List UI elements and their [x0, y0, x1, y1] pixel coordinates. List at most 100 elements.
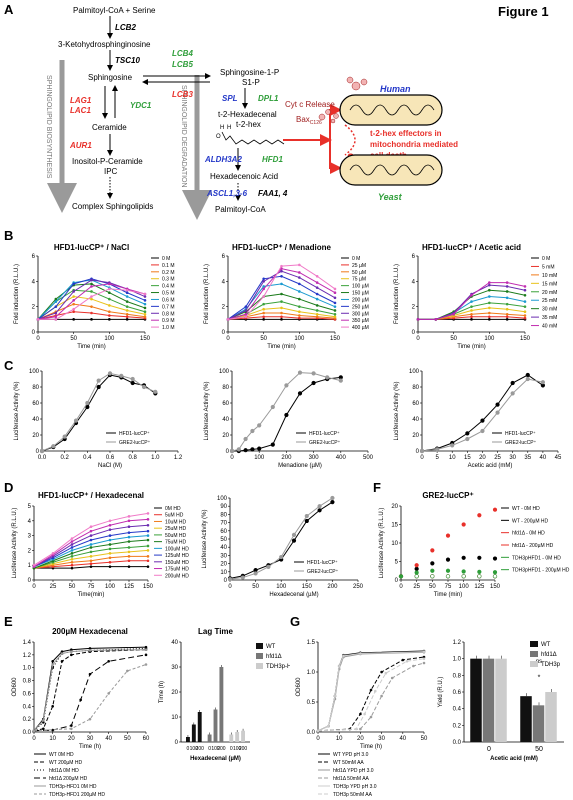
- data-point: [253, 571, 258, 576]
- bar: [191, 724, 196, 742]
- data-point: [311, 380, 316, 386]
- data-point: [85, 404, 90, 410]
- chart-title: 200µM Hexadecenal: [52, 627, 128, 636]
- y-tick-label: 1: [28, 563, 32, 569]
- x-tick-label: 1.0: [151, 455, 160, 461]
- legend-label: 0M HD: [165, 506, 181, 512]
- data-point: [108, 534, 112, 537]
- bar: [241, 730, 245, 742]
- y-tick-label: 1.4: [23, 640, 32, 646]
- data-point: [297, 370, 303, 375]
- data-point: [470, 318, 473, 321]
- data-point: [72, 307, 75, 311]
- enzyme-lac1: LAC1: [70, 106, 91, 115]
- data-point: [523, 316, 527, 320]
- data-point: [90, 305, 93, 308]
- cytc-dot-2: [360, 78, 368, 86]
- data-point: [226, 318, 230, 321]
- data-point: [505, 302, 509, 306]
- data-point: [127, 519, 131, 523]
- data-point: [153, 389, 158, 394]
- y-tick-label: 20: [391, 504, 398, 510]
- legend-label: 50uM HD: [165, 533, 187, 539]
- data-point: [96, 384, 101, 390]
- x-tick-label: 40: [105, 736, 112, 742]
- bar: [520, 696, 532, 742]
- data-point: [333, 312, 337, 316]
- x-axis-title: Menadione (µM): [278, 463, 322, 469]
- enzyme-tsc10: TSC10: [115, 56, 140, 65]
- y-tick-label: 5: [395, 560, 399, 566]
- legend-label: 5 mM: [542, 264, 555, 270]
- legend-label: 0 M: [352, 256, 360, 262]
- x-tick-label: 40: [540, 455, 547, 461]
- legend-label: 0 M: [542, 256, 550, 262]
- data-point: [262, 307, 265, 311]
- data-point: [445, 568, 451, 573]
- data-point: [244, 305, 248, 308]
- data-point: [127, 535, 131, 539]
- data-point: [60, 659, 64, 663]
- legend-label: 25uM HD: [165, 526, 187, 532]
- legend-label: WT YPD pH 3.0: [333, 752, 369, 758]
- x-tick-label: 0.6: [106, 455, 115, 461]
- legend-label: 0.4 M: [162, 284, 175, 290]
- data-point: [488, 283, 491, 287]
- node-s1-p: S1-P: [242, 78, 260, 87]
- chart-f-gre2: GRE2-lucCP⁺ 0 5 10 15 20 Luciferase Activity (…: [379, 491, 570, 598]
- data-point: [505, 296, 509, 300]
- data-point: [291, 532, 297, 538]
- y-tick-label: 20: [171, 690, 178, 696]
- data-point: [240, 575, 245, 580]
- data-point: [51, 704, 54, 708]
- legend-label: GRE2-lucCP⁺: [119, 440, 151, 446]
- x-tick-label: 100: [211, 746, 220, 752]
- x-axis-title: Time (h): [79, 744, 101, 750]
- data-point: [127, 531, 131, 534]
- legend-label: 350 µM: [352, 318, 369, 324]
- data-point: [108, 552, 112, 555]
- x-tick-label: 150: [143, 584, 154, 590]
- chart-e1-growth: 200µM Hexadecenal 0.0 0.2 0.4 0.6 0.8 1.0 1.2 1.…: [12, 627, 150, 798]
- data-point: [89, 550, 93, 554]
- legend-label: GRE2-lucCP⁺: [307, 569, 339, 575]
- data-point: [523, 300, 527, 303]
- y-tick-label: 100: [29, 369, 40, 375]
- data-point: [297, 391, 303, 396]
- x-tick-label: 0: [399, 584, 403, 590]
- legend-label: WT: [541, 642, 551, 648]
- data-point: [108, 528, 112, 531]
- data-point: [88, 649, 92, 652]
- x-tick-label: 50: [69, 584, 76, 590]
- pathway-diagram: SPHINGOLIPID BIOSYNTHESIS SPHINGOLIPID D…: [45, 6, 458, 220]
- chart-d2-hexadecenal-dose: 0 10 20 30 40 50 60 70 80 90 100 Luciferase Activit…: [202, 495, 364, 598]
- y-tick-label: 15: [391, 523, 398, 529]
- data-point: [266, 564, 271, 569]
- y-tick-label: 1.0: [453, 657, 462, 663]
- data-point: [488, 288, 491, 292]
- data-point: [125, 305, 129, 308]
- data-point: [257, 446, 262, 451]
- data-point: [298, 271, 301, 274]
- data-point: [90, 285, 93, 288]
- data-point: [505, 312, 509, 316]
- y-tick-label: 60: [412, 401, 419, 407]
- data-point: [108, 304, 111, 307]
- data-point: [70, 557, 74, 561]
- data-point: [70, 727, 73, 731]
- data-point: [523, 310, 527, 314]
- y-tick-label: 6: [32, 254, 36, 260]
- x-tick-label: 0: [230, 746, 233, 752]
- data-point: [127, 565, 131, 568]
- legend-label: 0.6 M: [162, 297, 175, 303]
- data-point: [470, 309, 473, 312]
- legend-label: HFD1-lucCP⁺: [307, 560, 338, 566]
- y-tick-label: 80: [412, 385, 419, 391]
- figure-title: Figure 1: [498, 4, 549, 19]
- series-line: [317, 658, 425, 732]
- data-point: [108, 560, 112, 564]
- data-point: [510, 391, 515, 396]
- data-point: [250, 428, 255, 434]
- data-point: [414, 570, 419, 575]
- bar: [235, 732, 240, 742]
